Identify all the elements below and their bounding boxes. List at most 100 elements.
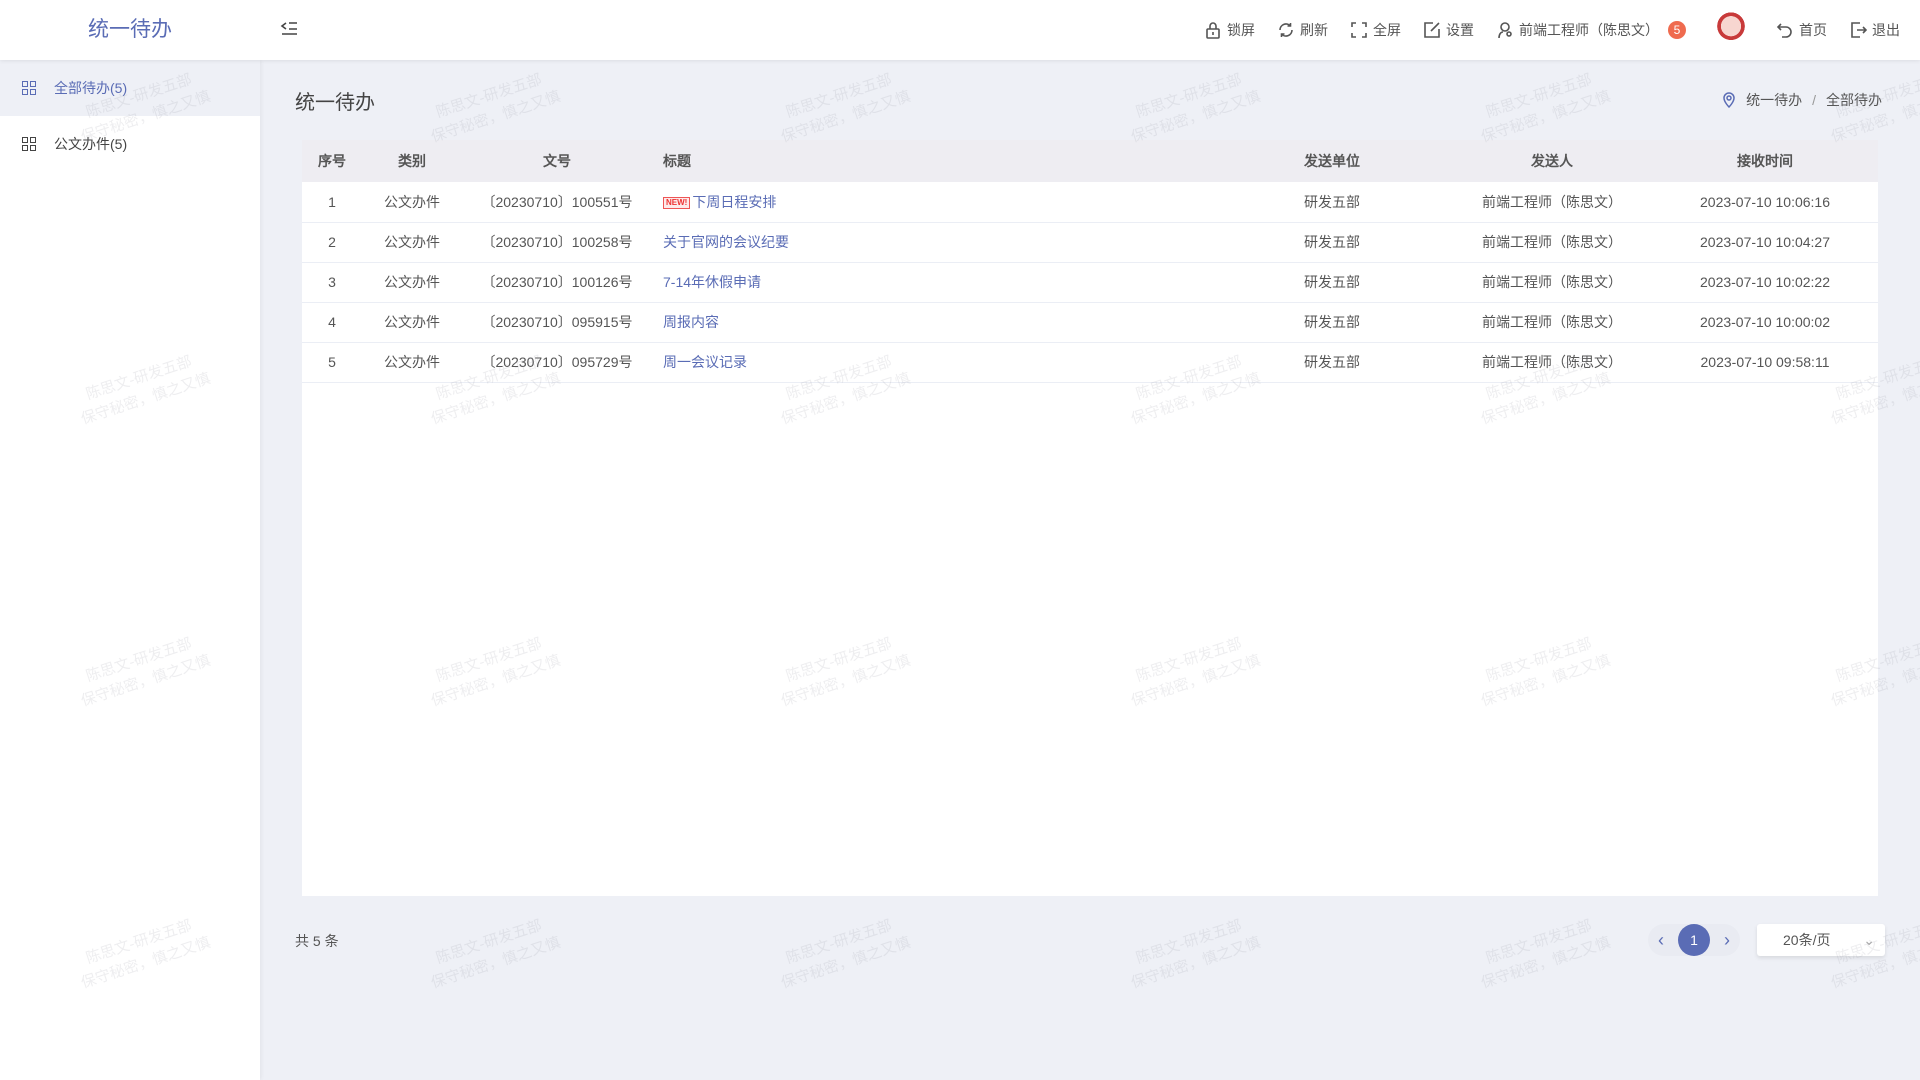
breadcrumb-item[interactable]: 统一待办	[1746, 92, 1803, 108]
cell-unit: 研发五部	[1212, 262, 1452, 303]
new-tag-icon: NEW!	[663, 196, 691, 209]
cell-time: 2023-07-10 09:58:11	[1652, 342, 1878, 383]
cell-type: 公文办件	[362, 342, 462, 383]
column-header-title: 标题	[652, 140, 1212, 182]
column-header-no: 序号	[302, 140, 362, 182]
table-row[interactable]: 4 公文办件 〔20230710〕095915号 周报内容 研发五部 前端工程师…	[302, 302, 1878, 343]
column-header-time: 接收时间	[1652, 140, 1878, 182]
sidebar: 全部待办(5) 公文办件(5)	[0, 60, 260, 1080]
cell-unit: 研发五部	[1212, 222, 1452, 263]
logout-icon	[1851, 22, 1867, 38]
watermark: 陈思文-研发五部保守秘密，慎之又慎	[1128, 916, 1263, 992]
sidebar-item-documents[interactable]: 公文办件(5)	[0, 116, 260, 172]
user-icon	[1498, 22, 1512, 39]
app-logo-title: 统一待办	[88, 18, 172, 41]
home-button[interactable]: 首页	[1776, 20, 1827, 40]
pagination: ‹ 1 ›	[1648, 924, 1740, 956]
table-row[interactable]: 5 公文办件 〔20230710〕095729号 周一会议记录 研发五部 前端工…	[302, 342, 1878, 383]
next-page-button[interactable]: ›	[1724, 929, 1730, 950]
watermark: 陈思文-研发五部保守秘密，慎之又慎	[778, 70, 913, 146]
logout-button[interactable]: 退出	[1849, 20, 1900, 40]
notification-badge[interactable]: 5	[1668, 21, 1686, 39]
cell-title: NEW! 下周日程安排	[652, 182, 1212, 223]
lock-icon	[1206, 22, 1220, 39]
table-row[interactable]: 1 公文办件 〔20230710〕100551号 NEW! 下周日程安排 研发五部…	[302, 182, 1878, 223]
breadcrumb: 统一待办 / 全部待办	[1722, 90, 1882, 110]
cell-doc-no: 〔20230710〕100551号	[462, 182, 652, 223]
cell-doc-no: 〔20230710〕095729号	[462, 342, 652, 383]
todo-table: 序号 类别 文号 标题 发送单位 发送人 接收时间 1 公文办件 〔202307…	[302, 140, 1878, 383]
breadcrumb-separator: /	[1812, 92, 1816, 108]
lock-screen-button[interactable]: 锁屏	[1204, 20, 1255, 40]
fullscreen-icon	[1351, 22, 1367, 38]
cell-sender: 前端工程师（陈思文）	[1452, 222, 1652, 263]
page-size-select[interactable]: 20条/页 ⌄	[1757, 924, 1885, 956]
table-row[interactable]: 2 公文办件 〔20230710〕100258号 关于官网的会议纪要 研发五部 …	[302, 222, 1878, 263]
cell-no: 5	[302, 342, 362, 383]
column-header-sender: 发送人	[1452, 140, 1652, 182]
cell-title: 周报内容	[652, 302, 1212, 343]
cell-unit: 研发五部	[1212, 342, 1452, 383]
column-header-type: 类别	[362, 140, 462, 182]
top-header: 统一待办 锁屏 刷新 全屏 设置 前端工程师（陈思文） 5 首页 退出	[0, 0, 1920, 60]
cell-no: 2	[302, 222, 362, 263]
cell-time: 2023-07-10 10:00:02	[1652, 302, 1878, 343]
cell-doc-no: 〔20230710〕095915号	[462, 302, 652, 343]
sidebar-item-all-todo[interactable]: 全部待办(5)	[0, 60, 260, 116]
watermark: 陈思文-研发五部保守秘密，慎之又慎	[778, 916, 913, 992]
cell-title: 周一会议记录	[652, 342, 1212, 383]
cell-sender: 前端工程师（陈思文）	[1452, 342, 1652, 383]
fullscreen-label: 全屏	[1373, 22, 1401, 38]
logout-label: 退出	[1872, 22, 1900, 38]
cell-time: 2023-07-10 10:06:16	[1652, 182, 1878, 223]
refresh-button[interactable]: 刷新	[1277, 20, 1328, 40]
cell-time: 2023-07-10 10:04:27	[1652, 222, 1878, 263]
cell-title: 7-14年休假申请	[652, 262, 1212, 303]
watermark: 陈思文-研发五部保守秘密，慎之又慎	[1478, 70, 1613, 146]
cell-type: 公文办件	[362, 222, 462, 263]
fullscreen-button[interactable]: 全屏	[1350, 20, 1401, 40]
page-number-current[interactable]: 1	[1678, 924, 1710, 956]
title-link[interactable]: 关于官网的会议纪要	[663, 234, 789, 250]
cell-time: 2023-07-10 10:02:22	[1652, 262, 1878, 303]
cell-no: 4	[302, 302, 362, 343]
cell-sender: 前端工程师（陈思文）	[1452, 182, 1652, 223]
watermark: 陈思文-研发五部保守秘密，慎之又慎	[1128, 70, 1263, 146]
todo-table-panel: 序号 类别 文号 标题 发送单位 发送人 接收时间 1 公文办件 〔202307…	[302, 140, 1878, 896]
settings-label: 设置	[1446, 22, 1474, 38]
title-link[interactable]: 7-14年休假申请	[663, 274, 762, 290]
avatar[interactable]	[1714, 11, 1748, 49]
watermark: 陈思文-研发五部保守秘密，慎之又慎	[1478, 916, 1613, 992]
cell-no: 3	[302, 262, 362, 303]
prev-page-button[interactable]: ‹	[1658, 929, 1664, 950]
user-menu[interactable]: 前端工程师（陈思文） 5	[1496, 20, 1686, 40]
column-header-doc-no: 文号	[462, 140, 652, 182]
title-link[interactable]: 下周日程安排	[692, 193, 777, 210]
cell-unit: 研发五部	[1212, 182, 1452, 223]
breadcrumb-current: 全部待办	[1826, 92, 1882, 108]
refresh-icon	[1279, 23, 1293, 37]
watermark: 陈思文-研发五部保守秘密，慎之又慎	[428, 70, 563, 146]
table-row[interactable]: 3 公文办件 〔20230710〕100126号 7-14年休假申请 研发五部 …	[302, 262, 1878, 303]
sidebar-item-label: 公文办件(5)	[54, 136, 128, 152]
sidebar-item-label: 全部待办(5)	[54, 80, 128, 96]
cell-sender: 前端工程师（陈思文）	[1452, 302, 1652, 343]
cell-type: 公文办件	[362, 302, 462, 343]
undo-home-icon	[1776, 23, 1792, 38]
title-link[interactable]: 周一会议记录	[663, 354, 747, 370]
refresh-label: 刷新	[1300, 22, 1328, 38]
user-name: 前端工程师（陈思文）	[1519, 22, 1659, 38]
grid-icon	[22, 137, 36, 151]
home-label: 首页	[1799, 22, 1827, 38]
cell-doc-no: 〔20230710〕100126号	[462, 262, 652, 303]
settings-button[interactable]: 设置	[1423, 20, 1474, 40]
collapse-sidebar-icon[interactable]	[280, 18, 300, 40]
cell-sender: 前端工程师（陈思文）	[1452, 262, 1652, 303]
total-count: 共 5 条	[295, 933, 339, 949]
column-header-unit: 发送单位	[1212, 140, 1452, 182]
title-link[interactable]: 周报内容	[663, 314, 719, 330]
cell-doc-no: 〔20230710〕100258号	[462, 222, 652, 263]
cell-no: 1	[302, 182, 362, 223]
cell-type: 公文办件	[362, 262, 462, 303]
page-title: 统一待办	[295, 92, 375, 114]
